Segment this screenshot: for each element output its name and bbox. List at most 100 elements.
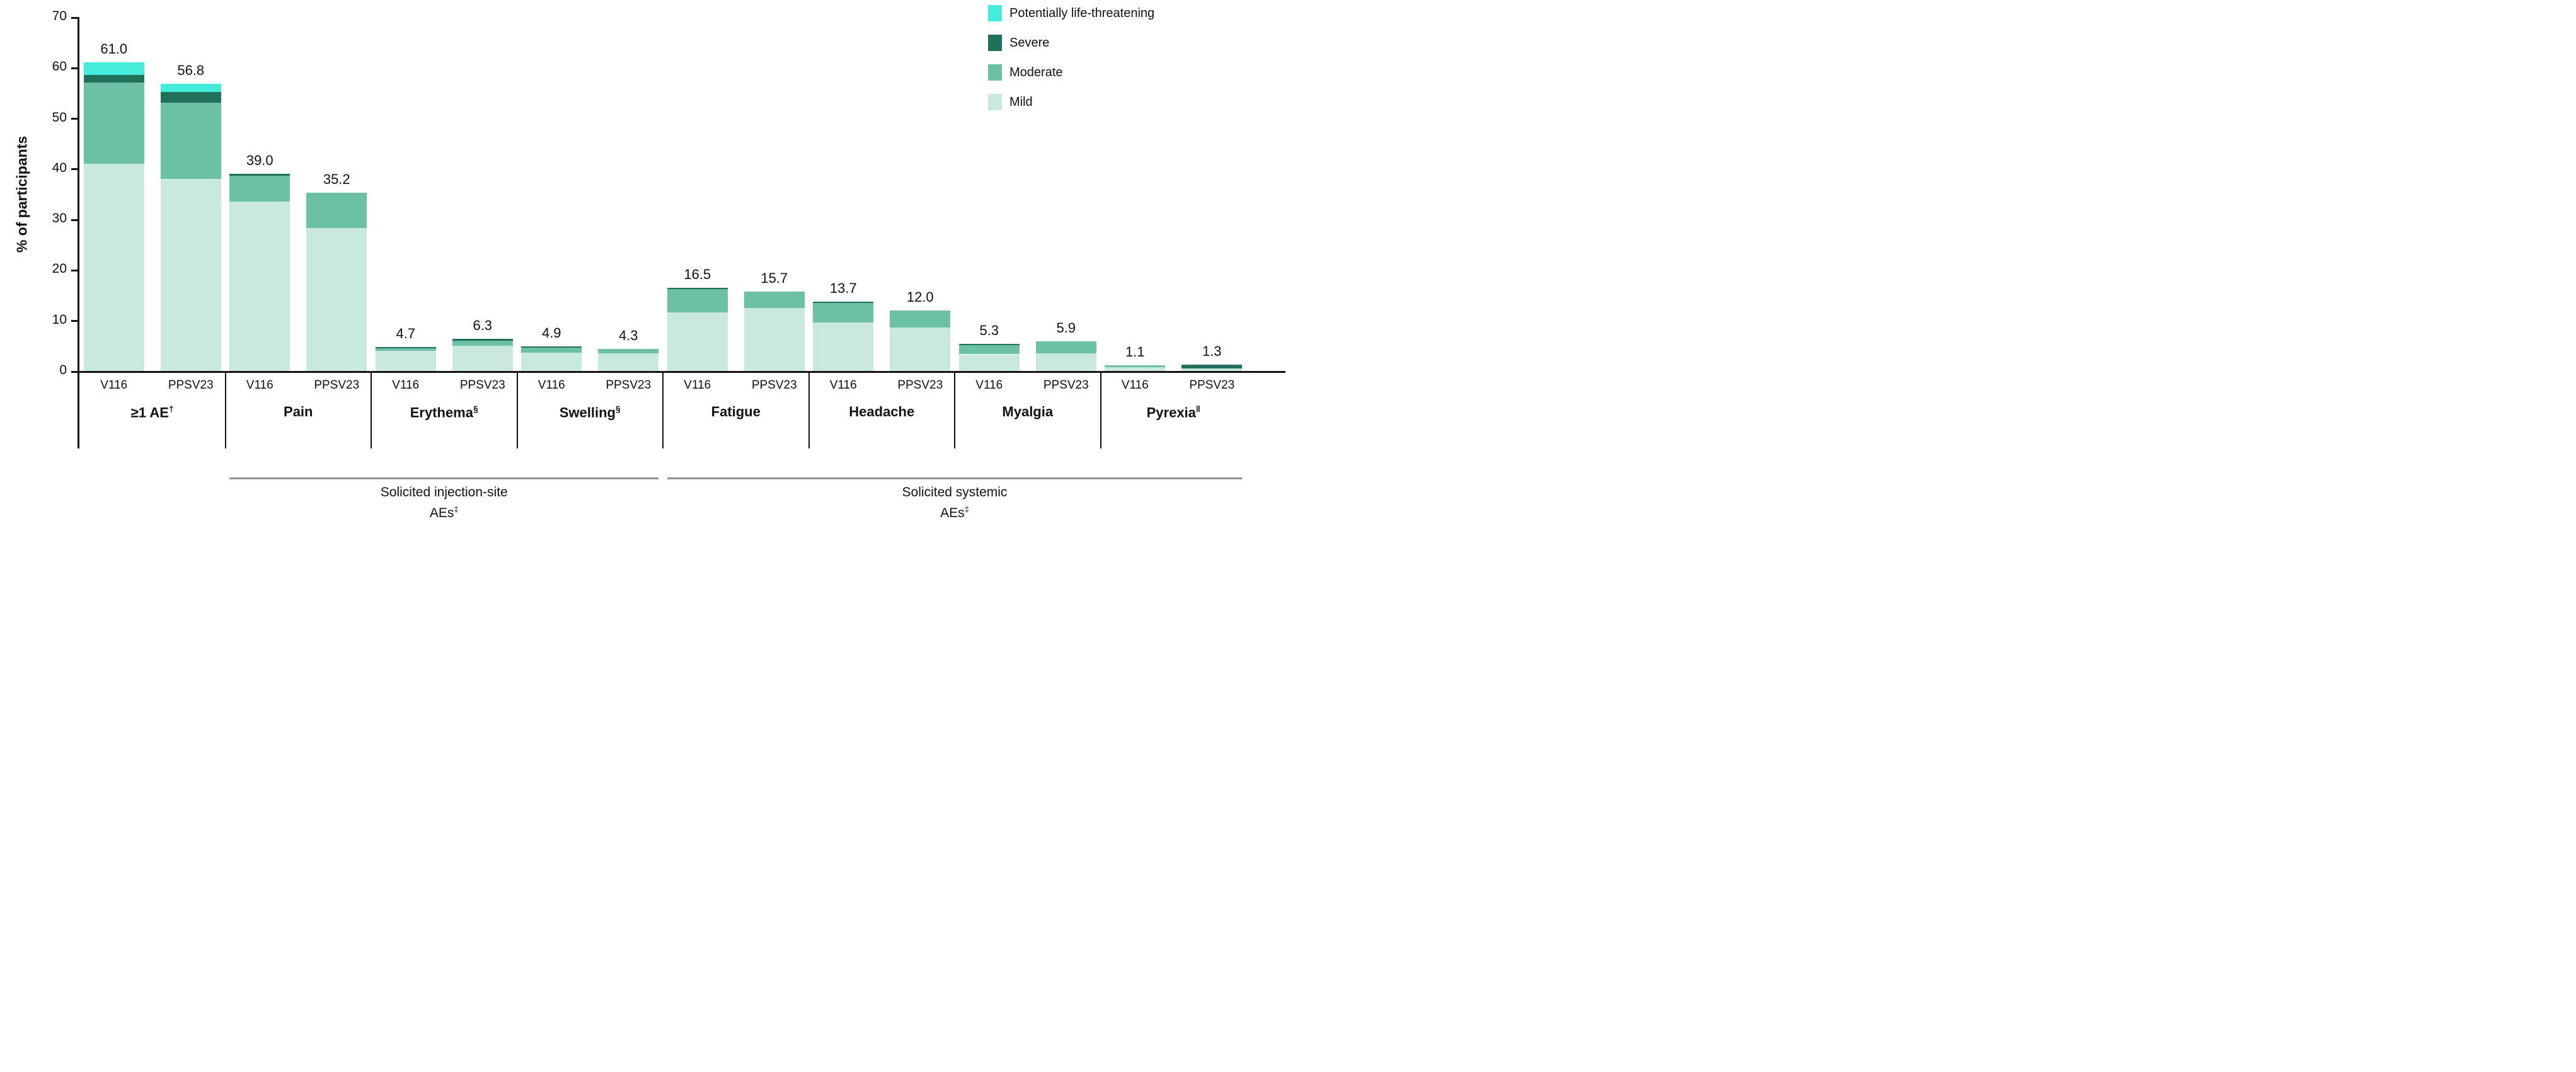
category-separator bbox=[371, 371, 372, 448]
bar-value-label: 5.9 bbox=[1056, 319, 1076, 336]
bar-segment-moderate bbox=[667, 288, 728, 312]
y-axis-line bbox=[78, 17, 79, 448]
legend-label: Mild bbox=[1009, 94, 1033, 109]
bar-segment-plt bbox=[83, 62, 144, 76]
bar-segment-moderate bbox=[521, 348, 582, 353]
y-tick bbox=[71, 219, 78, 221]
legend-item: Moderate bbox=[988, 64, 1154, 81]
group-bracket-label: Solicited systemic AEs‡ bbox=[902, 485, 1008, 520]
bar-value-label: 16.5 bbox=[684, 266, 711, 282]
category-separator bbox=[224, 371, 226, 448]
arm-label: V116 bbox=[975, 379, 1003, 392]
arm-label: PPSV23 bbox=[606, 379, 652, 392]
bar-segment-moderate bbox=[958, 345, 1020, 355]
bar-segment-moderate bbox=[890, 310, 951, 328]
bar-segment-severe bbox=[452, 339, 513, 341]
arm-label: PPSV23 bbox=[168, 379, 214, 392]
bar-segment-mild bbox=[521, 353, 582, 371]
bar-segment-severe bbox=[1182, 364, 1243, 368]
bar-segment-mild bbox=[667, 312, 728, 371]
bar-segment-moderate bbox=[1035, 341, 1096, 353]
y-tick-label: 60 bbox=[52, 59, 67, 74]
bar-segment-mild bbox=[1035, 353, 1096, 371]
y-tick-label: 0 bbox=[59, 363, 67, 377]
group-bracket-line bbox=[667, 477, 1243, 479]
x-axis-baseline bbox=[78, 371, 1285, 373]
category-separator bbox=[1100, 371, 1101, 448]
legend: Potentially life-threatening Severe Modera… bbox=[988, 5, 1154, 123]
bar-value-label: 5.3 bbox=[979, 322, 999, 339]
category-label: Swelling§ bbox=[559, 404, 621, 421]
category-label: Fatigue bbox=[711, 404, 761, 419]
group-bracket-label: Solicited injection-site AEs‡ bbox=[380, 485, 508, 520]
arm-label: V116 bbox=[100, 379, 128, 392]
y-tick bbox=[71, 118, 78, 120]
legend-swatch-severe bbox=[988, 35, 1002, 51]
bar-segment-moderate bbox=[160, 102, 221, 179]
bar-segment-mild bbox=[744, 308, 805, 371]
bar-segment-mild bbox=[160, 178, 221, 371]
bar-segment-plt bbox=[160, 83, 221, 92]
bar-segment-severe bbox=[813, 302, 874, 303]
bar-value-label: 4.7 bbox=[396, 326, 416, 342]
bar-value-label: 12.0 bbox=[906, 288, 934, 305]
bar-segment-moderate bbox=[813, 302, 874, 322]
category-label: Headache bbox=[849, 404, 915, 419]
y-tick bbox=[71, 67, 78, 69]
bar-value-label: 1.3 bbox=[1202, 343, 1222, 359]
bar-segment-mild bbox=[813, 322, 874, 371]
category-label: Myalgia bbox=[1002, 404, 1054, 419]
arm-label: V116 bbox=[538, 379, 565, 392]
y-tick-label: 30 bbox=[52, 211, 67, 226]
y-tick bbox=[71, 269, 78, 271]
bar-segment-severe bbox=[83, 75, 144, 83]
y-tick-label: 40 bbox=[52, 160, 67, 175]
y-tick bbox=[71, 320, 78, 322]
legend-label: Severe bbox=[1009, 35, 1050, 50]
bar-segment-mild bbox=[890, 327, 951, 371]
arm-label: V116 bbox=[392, 379, 420, 392]
arm-label: V116 bbox=[246, 379, 273, 392]
bar-segment-mild bbox=[958, 354, 1020, 371]
y-tick bbox=[71, 168, 78, 171]
bar-segment-severe bbox=[667, 287, 728, 289]
y-tick-label: 20 bbox=[52, 261, 67, 277]
y-tick-label: 10 bbox=[52, 312, 67, 327]
y-axis-title: % of participants bbox=[13, 135, 30, 253]
category-separator bbox=[954, 371, 955, 448]
y-tick-label: 50 bbox=[52, 110, 67, 125]
bar-value-label: 13.7 bbox=[829, 280, 857, 296]
bar-segment-moderate bbox=[744, 291, 805, 309]
bar-segment-moderate bbox=[452, 340, 513, 346]
bar-segment-moderate bbox=[375, 348, 436, 351]
bar-value-label: 4.9 bbox=[541, 324, 561, 341]
bar-value-label: 35.2 bbox=[323, 171, 350, 188]
category-label: ≥1 AE† bbox=[130, 404, 174, 421]
stacked-bar-chart: % of participants Potentially life-threa… bbox=[0, 0, 1288, 536]
legend-label: Moderate bbox=[1009, 65, 1063, 79]
arm-label: PPSV23 bbox=[751, 379, 797, 392]
bar-segment-mild bbox=[306, 227, 367, 371]
arm-label: V116 bbox=[684, 379, 711, 392]
bar-segment-moderate bbox=[229, 176, 290, 202]
arm-label: PPSV23 bbox=[1043, 379, 1089, 392]
bar-value-label: 15.7 bbox=[761, 270, 788, 286]
bar-segment-moderate bbox=[598, 349, 659, 353]
bar-value-label: 4.3 bbox=[618, 328, 638, 344]
bar-segment-severe bbox=[521, 346, 582, 348]
legend-item: Potentially life-threatening bbox=[988, 5, 1154, 21]
bar-segment-severe bbox=[958, 344, 1020, 346]
arm-label: PPSV23 bbox=[459, 379, 505, 392]
bar-segment-mild bbox=[1182, 368, 1243, 371]
bar-value-label: 61.0 bbox=[100, 41, 128, 57]
bar-segment-moderate bbox=[83, 83, 144, 164]
legend-swatch-plt bbox=[988, 5, 1002, 21]
bar-segment-moderate bbox=[306, 193, 367, 228]
bar-segment-mild bbox=[229, 202, 290, 371]
arm-label: V116 bbox=[1121, 379, 1149, 392]
arm-label: PPSV23 bbox=[897, 379, 943, 392]
legend-swatch-moderate bbox=[988, 64, 1002, 81]
bar-value-label: 6.3 bbox=[473, 317, 493, 334]
group-bracket-line bbox=[229, 477, 659, 479]
arm-label: PPSV23 bbox=[1189, 379, 1235, 392]
